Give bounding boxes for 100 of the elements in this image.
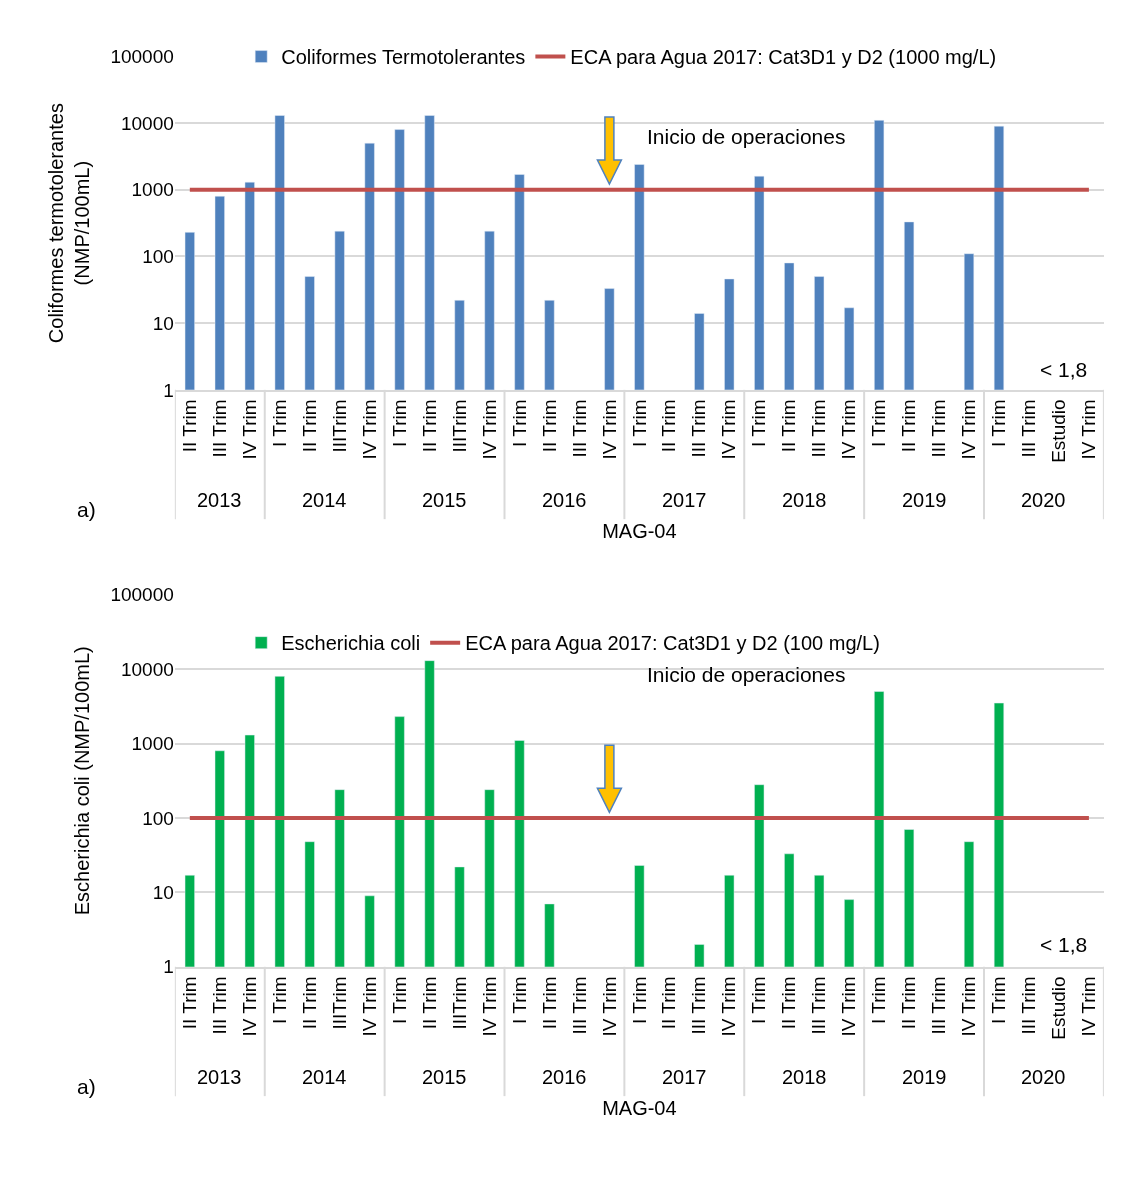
category-label: IV Trim — [358, 399, 380, 460]
y-tick-label: 100000 — [110, 584, 174, 606]
category-label: II Trim — [898, 399, 920, 453]
category-label: III Trim — [568, 399, 590, 458]
category-label: II Trim — [418, 976, 440, 1030]
y-tick-label: 1 — [163, 956, 174, 978]
category-label: III Trim — [208, 399, 230, 458]
category-label: II Trim — [658, 976, 680, 1030]
category-label: IIITrim — [328, 976, 350, 1030]
category-label: 2020 — [1021, 1066, 1066, 1088]
y-tick-label: 10000 — [121, 658, 174, 680]
category-label: IIITrim — [448, 976, 470, 1030]
category-label: IV Trim — [718, 976, 740, 1037]
category-label: 2014 — [302, 489, 347, 511]
category-label: II Trim — [418, 399, 440, 453]
category-label: III Trim — [688, 976, 710, 1035]
category-label: 2014 — [302, 1066, 347, 1088]
category-label: 2017 — [662, 1066, 707, 1088]
category-label: I Trim — [268, 399, 290, 447]
y-tick-label: 100 — [142, 246, 174, 268]
category-label: 2013 — [197, 489, 242, 511]
category-label: I Trim — [268, 976, 290, 1024]
category-label: I Trim — [988, 976, 1010, 1024]
category-label: Estudio — [1048, 399, 1070, 463]
category-label: IV Trim — [478, 399, 500, 460]
annotation: Inicio de operaciones — [647, 125, 846, 148]
category-label: III Trim — [808, 976, 830, 1035]
category-label: III Trim — [1018, 976, 1040, 1035]
category-label: II Trim — [658, 399, 680, 453]
category-label: II Trim — [778, 399, 800, 453]
y-tick-label: 10 — [152, 312, 174, 334]
annotation: Inicio de operaciones — [647, 663, 846, 686]
category-label: II Trim — [298, 976, 320, 1030]
category-label: IV Trim — [958, 399, 980, 460]
category-label: 2016 — [542, 1066, 587, 1088]
x-axis-title: MAG-04 — [602, 519, 677, 542]
category-label: II Trim — [778, 976, 800, 1030]
category-label: I Trim — [868, 399, 890, 447]
category-label: IV Trim — [718, 399, 740, 460]
category-label: III Trim — [928, 976, 950, 1035]
category-label: 2019 — [902, 1066, 947, 1088]
category-label: I Trim — [628, 976, 650, 1024]
y-tick-label: 100 — [142, 807, 174, 829]
category-label: I Trim — [868, 976, 890, 1024]
category-label: III Trim — [688, 399, 710, 458]
category-label: 2015 — [422, 489, 467, 511]
y-tick-label: 10000 — [121, 112, 174, 134]
y-tick-label: 1000 — [131, 733, 174, 755]
category-label: I Trim — [388, 976, 410, 1024]
category-label: III Trim — [1018, 399, 1040, 458]
category-label: IV Trim — [238, 399, 260, 460]
category-label: 2017 — [662, 489, 707, 511]
category-label: IV Trim — [598, 399, 620, 460]
y-tick-label: 100000 — [110, 46, 174, 68]
category-label: IV Trim — [238, 976, 260, 1037]
category-label: 2016 — [542, 489, 587, 511]
category-label: 2019 — [902, 489, 947, 511]
annotation: < 1,8 — [1040, 358, 1088, 381]
category-label: IV Trim — [838, 976, 860, 1037]
category-label: 2020 — [1021, 489, 1066, 511]
category-label: 2018 — [782, 489, 827, 511]
category-label: III Trim — [568, 976, 590, 1035]
category-label: IIITrim — [328, 399, 350, 453]
y-tick-label: 1000 — [131, 179, 174, 201]
y-tick-label: 1 — [163, 379, 174, 401]
category-label: 2018 — [782, 1066, 827, 1088]
x-axis-title: MAG-04 — [602, 1096, 677, 1119]
legend-label: Coliformes Termotolerantes — [281, 46, 526, 69]
category-label: II Trim — [538, 976, 560, 1030]
category-label: II Trim — [298, 399, 320, 453]
category-label: II Trim — [538, 399, 560, 453]
y-tick-label: 10 — [152, 882, 174, 904]
category-label: 2013 — [197, 1066, 242, 1088]
y-axis-title: Escherichia coli (NMP/100mL) — [70, 646, 93, 916]
category-label: IV Trim — [598, 976, 620, 1037]
category-label: II Trim — [898, 976, 920, 1030]
y-axis-title: Coliformes termotolerantes (NMP/100mL) — [44, 103, 93, 344]
category-label: III Trim — [208, 976, 230, 1035]
category-label: I Trim — [628, 399, 650, 447]
category-label: III Trim — [928, 399, 950, 458]
category-label: 2015 — [422, 1066, 467, 1088]
category-label: IV Trim — [358, 976, 380, 1037]
category-label: III Trim — [808, 399, 830, 458]
category-label: II Trim — [179, 399, 200, 453]
category-label: I Trim — [748, 399, 770, 447]
category-label: I Trim — [748, 976, 770, 1024]
category-label: IIITrim — [448, 399, 470, 453]
legend-label: ECA para Agua 2017: Cat3D1 y D2 (1000 mg/L) — [570, 46, 997, 69]
category-label: IV Trim — [838, 399, 860, 460]
legend-label: ECA para Agua 2017: Cat3D1 y D2 (100 mg/L) — [465, 632, 880, 655]
category-label: Estudio — [1048, 976, 1070, 1040]
category-label: IV Trim — [478, 976, 500, 1037]
category-label: I Trim — [508, 399, 530, 447]
category-label: I Trim — [388, 399, 410, 447]
category-label: IV Trim — [1078, 399, 1100, 460]
text: a) — [77, 1075, 96, 1098]
annotation: < 1,8 — [1040, 933, 1088, 956]
legend-label: Escherichia coli — [281, 632, 421, 655]
category-label: IV Trim — [1078, 976, 1100, 1037]
category-label: I Trim — [508, 976, 530, 1024]
